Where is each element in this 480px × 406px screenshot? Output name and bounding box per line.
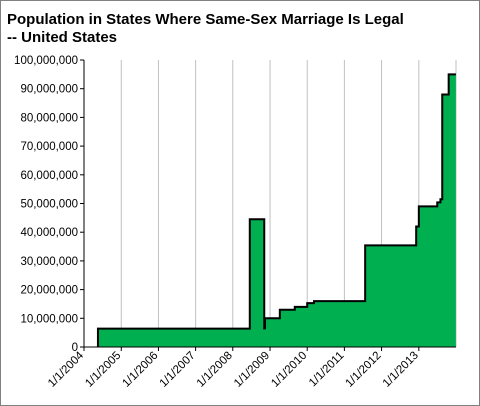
y-tick-label: 50,000,000	[20, 199, 78, 211]
x-tick-label: 1/1/2008	[195, 350, 235, 390]
population-line	[96, 73, 456, 347]
y-tick-label: 70,000,000	[20, 141, 78, 153]
x-tick-label: 1/1/2005	[83, 350, 123, 390]
y-tick-label: 40,000,000	[20, 227, 78, 239]
x-tick-label: 1/1/2010	[269, 350, 309, 390]
y-tick-label: 0	[72, 342, 78, 354]
x-tick-label: 1/1/2007	[158, 350, 198, 390]
y-tick-label: 80,000,000	[20, 112, 78, 124]
x-tick-label: 1/1/2011	[307, 350, 347, 390]
x-tick-label: 1/1/2006	[120, 350, 160, 390]
y-tick-label: 20,000,000	[20, 285, 78, 297]
x-tick-label: 1/1/2004	[46, 349, 87, 390]
x-tick-label: 1/1/2009	[232, 350, 272, 390]
y-tick-label: 100,000,000	[14, 55, 78, 67]
chart-title: Population in States Where Same-Sex Marr…	[7, 11, 404, 46]
y-tick-label: 60,000,000	[20, 170, 78, 182]
y-tick-label: 90,000,000	[20, 84, 78, 96]
x-tick-label: 1/1/2013	[381, 350, 421, 390]
x-tick-label: 1/1/2012	[344, 350, 384, 390]
y-tick-label: 30,000,000	[20, 256, 78, 268]
y-tick-label: 10,000,000	[20, 313, 78, 325]
population-area	[97, 74, 456, 347]
